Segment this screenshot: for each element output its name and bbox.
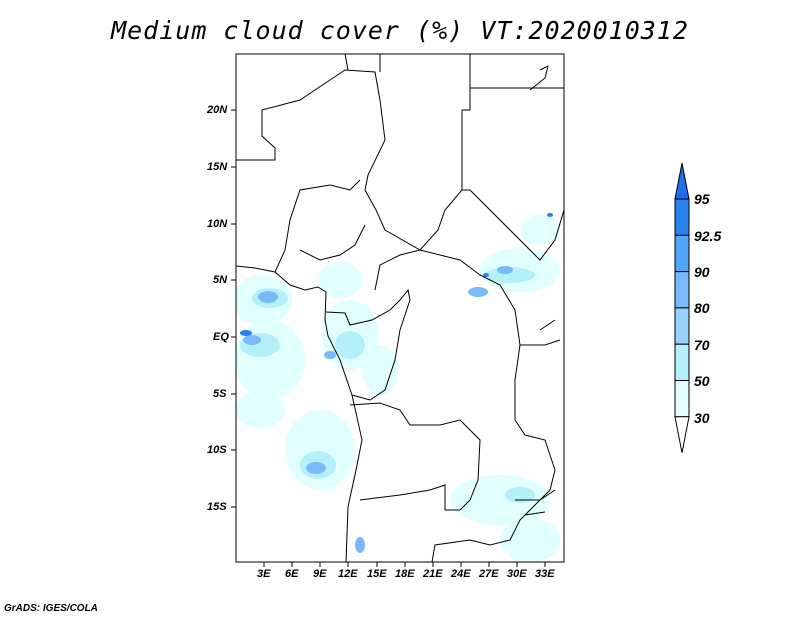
colorbar-segment <box>674 198 690 236</box>
lon-label: 33E <box>535 568 555 580</box>
lat-label: 5N <box>213 274 228 286</box>
colorbar-label: 95 <box>694 191 710 207</box>
lon-label: 12E <box>338 568 358 580</box>
colorbar-segment <box>674 343 690 382</box>
lon-label: 27E <box>479 568 499 580</box>
coastlines-borders <box>236 54 564 562</box>
map-frame <box>235 53 565 563</box>
colorbar-arrow-top <box>674 162 690 200</box>
lat-label: 5S <box>213 388 227 400</box>
lon-label: 6E <box>285 568 299 580</box>
lat-label: 10N <box>207 218 228 230</box>
colorbar-segment <box>674 380 690 418</box>
colorbar-segment <box>674 307 690 345</box>
lon-label: 3E <box>257 568 271 580</box>
lon-label: 24E <box>451 568 471 580</box>
axis-ticks <box>231 109 546 567</box>
map-title: Medium cloud cover (%) VT:2020010312 <box>111 16 689 45</box>
lat-label: 15N <box>207 161 228 173</box>
colorbar <box>674 162 690 453</box>
lon-label: 9E <box>313 568 327 580</box>
cloud-cover-field <box>236 213 560 562</box>
colorbar-label: 70 <box>694 337 710 353</box>
colorbar-segment <box>674 234 690 273</box>
lat-label: 15S <box>207 501 227 513</box>
lat-label: EQ <box>213 331 229 343</box>
lon-label: 15E <box>367 568 387 580</box>
footer-credit: GrADS: IGES/COLA <box>4 603 98 614</box>
lon-label: 18E <box>395 568 415 580</box>
colorbar-label: 80 <box>694 300 710 316</box>
colorbar-label: 30 <box>694 410 710 426</box>
lat-label: 10S <box>207 444 227 456</box>
colorbar-label: 90 <box>694 264 710 280</box>
lon-label: 30E <box>507 568 527 580</box>
colorbar-segment <box>674 271 690 309</box>
colorbar-arrow-bottom <box>674 416 690 453</box>
colorbar-label: 50 <box>694 373 710 389</box>
lon-label: 21E <box>423 568 443 580</box>
lat-label: 20N <box>207 104 228 116</box>
colorbar-label: 92.5 <box>694 228 722 244</box>
